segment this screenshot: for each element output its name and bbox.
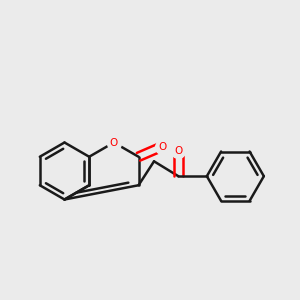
Text: O: O: [174, 146, 182, 155]
Text: O: O: [110, 137, 118, 148]
Text: O: O: [158, 142, 166, 152]
